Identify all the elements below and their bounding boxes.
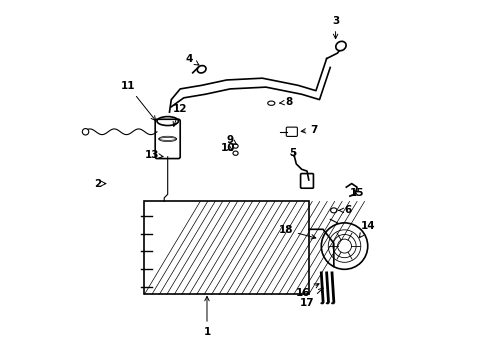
Text: 2: 2: [94, 179, 106, 189]
Text: 1: 1: [203, 296, 210, 337]
Ellipse shape: [82, 129, 88, 135]
Text: 10: 10: [221, 143, 235, 153]
Text: 7: 7: [301, 125, 317, 135]
Text: 13: 13: [144, 150, 163, 160]
Text: 14: 14: [359, 221, 374, 238]
Text: 15: 15: [349, 188, 364, 198]
Ellipse shape: [335, 41, 346, 51]
Text: 18: 18: [278, 225, 315, 239]
Text: 5: 5: [288, 148, 296, 158]
Text: 6: 6: [338, 205, 351, 215]
Text: 4: 4: [185, 54, 199, 65]
Text: 11: 11: [121, 81, 155, 121]
Bar: [144, 202, 308, 294]
Ellipse shape: [325, 302, 328, 304]
Ellipse shape: [331, 302, 334, 304]
Ellipse shape: [320, 302, 323, 304]
Text: 3: 3: [331, 16, 339, 39]
Text: 8: 8: [279, 97, 292, 107]
Text: 12: 12: [173, 104, 187, 126]
Text: 16: 16: [296, 284, 318, 297]
Text: 17: 17: [299, 288, 323, 308]
Text: 9: 9: [226, 135, 236, 145]
